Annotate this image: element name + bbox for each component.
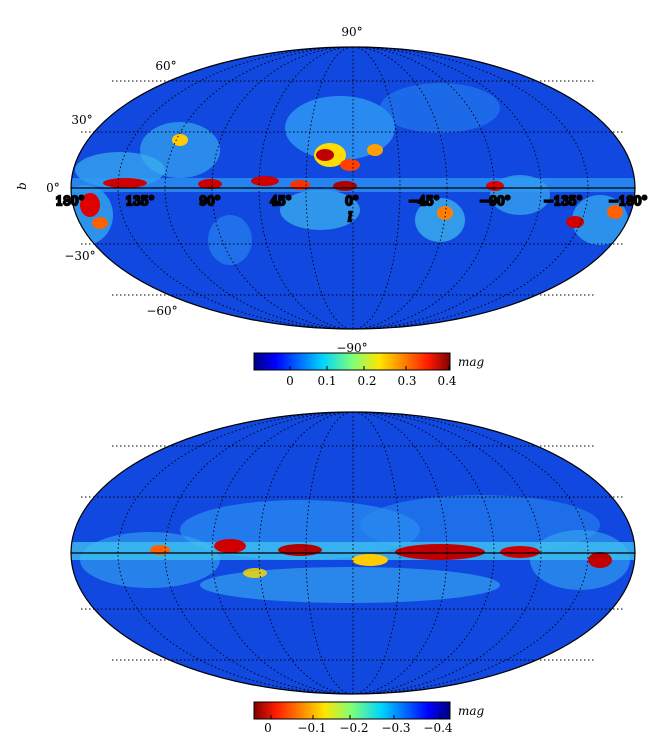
top-colorbar-tick: 0.3 [397,374,416,388]
top-colorbar-label: mag [458,355,485,369]
top-colorbar: 0 0.1 0.2 0.3 0.4 mag [253,352,485,388]
top-colorbar-bar [253,352,451,371]
bottom-colorbar-tick: −0.4 [423,721,453,735]
bottom-map [70,411,636,695]
top-x-tick-label: −90° [479,194,510,208]
top-x-tick-label: 135° [126,194,155,208]
bottom-colorbar-tick: −0.2 [339,721,368,735]
top-x-tick-label: −135° [544,194,583,208]
top-map: 180° 135° 90° 45° 0° −45° −90° −135° −18… [15,25,649,355]
top-x-tick-label: 45° [270,194,291,208]
top-y-tick-label: 0° [46,181,60,195]
top-colorbar-tick: 0 [286,374,294,388]
bottom-colorbar-tick: 0 [264,721,272,735]
top-x-axis-label: l [348,210,352,224]
top-x-tick-label: 0° [345,194,359,208]
top-y-axis-label: b [15,182,29,190]
bottom-map-features [71,495,635,603]
top-x-tick-label: −180° [609,194,648,208]
top-y-tick-label: −60° [146,304,177,318]
top-x-tick-label: −45° [408,194,439,208]
top-colorbar-tick: 0.1 [317,374,336,388]
bottom-colorbar-tick: −0.3 [381,721,410,735]
bottom-map-border [70,411,636,695]
top-y-tick-label: −90° [336,341,367,355]
bottom-colorbar: 0 −0.1 −0.2 −0.3 −0.4 mag [253,701,485,735]
top-y-tick-label: 90° [341,25,362,39]
top-colorbar-tick: 0.2 [357,374,376,388]
bottom-colorbar-bar [253,701,451,720]
top-y-tick-label: −30° [64,249,95,263]
top-y-tick-label: 30° [71,113,92,127]
top-x-tick-label: 90° [199,194,220,208]
top-y-tick-label: 60° [155,59,176,73]
bottom-colorbar-tick: −0.1 [297,721,326,735]
top-map-border [70,46,636,330]
top-x-tick-label: 180° [56,194,85,208]
bottom-colorbar-label: mag [458,704,485,718]
top-colorbar-tick: 0.4 [437,374,456,388]
